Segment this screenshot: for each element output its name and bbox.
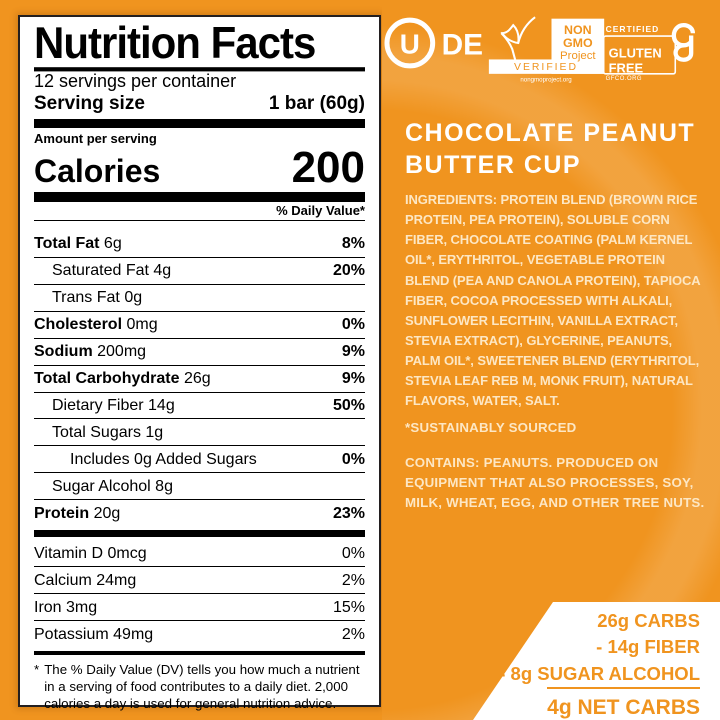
svg-text:GLUTEN: GLUTEN: [609, 45, 662, 60]
svg-text:VERIFIED: VERIFIED: [514, 62, 578, 73]
svg-text:U: U: [400, 29, 420, 60]
svg-text:GMO: GMO: [563, 36, 593, 50]
svg-text:NON: NON: [564, 23, 592, 37]
svg-text:nongmoproject.org: nongmoproject.org: [520, 76, 572, 83]
svg-text:Project: Project: [560, 50, 596, 62]
svg-text:FREE: FREE: [609, 60, 644, 75]
svg-text:CERTIFIED: CERTIFIED: [606, 24, 659, 34]
svg-text:GFCO.ORG: GFCO.ORG: [606, 76, 642, 82]
svg-text:DE: DE: [442, 29, 483, 62]
